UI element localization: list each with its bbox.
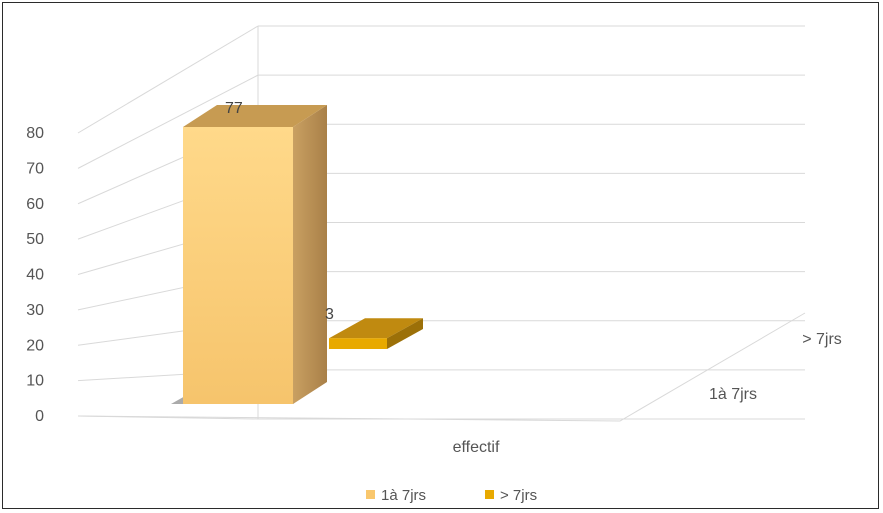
legend-label-series-2: > 7jrs (500, 487, 537, 504)
y-tick-label-4: 40 (26, 267, 44, 284)
legend-swatch-series-1 (366, 490, 375, 499)
bars (171, 105, 423, 404)
y-tick-label-0: 0 (35, 408, 44, 425)
bar-top-series-1 (183, 105, 327, 127)
grid-line-wall-7 (77, 74, 259, 169)
legend-swatch-series-2 (485, 490, 494, 499)
y-tick-label-5: 50 (26, 231, 44, 248)
bar-side-series-2 (387, 318, 423, 349)
category-label: effectif (453, 439, 500, 456)
y-tick-label-3: 30 (26, 302, 44, 319)
depth-axis-label-0: 1à 7jrs (709, 386, 757, 403)
depth-axis-label-1: > 7jrs (802, 331, 842, 348)
y-tick-label-7: 70 (26, 160, 44, 177)
floor-edge (77, 312, 806, 422)
data-label-series-1: 77 (225, 100, 243, 117)
bar-front-series-1 (183, 127, 293, 404)
bar-front-series-2 (329, 338, 387, 349)
y-tick-label-1: 10 (26, 373, 44, 390)
y-axis-ticks: 0 10 20 30 40 50 60 70 80 (26, 125, 44, 425)
y-tick-label-8: 80 (26, 125, 44, 142)
y-tick-label-2: 20 (26, 337, 44, 354)
data-labels: 77 3 (225, 100, 334, 323)
bar-top-series-2 (329, 318, 423, 339)
y-tick-label-6: 60 (26, 196, 44, 213)
grid-line-wall-8 (77, 25, 259, 134)
legend-label-series-1: 1à 7jrs (381, 487, 426, 504)
bar-side-series-1 (293, 105, 327, 404)
data-label-series-2: 3 (325, 306, 334, 323)
legend: 1à 7jrs > 7jrs (366, 487, 537, 504)
